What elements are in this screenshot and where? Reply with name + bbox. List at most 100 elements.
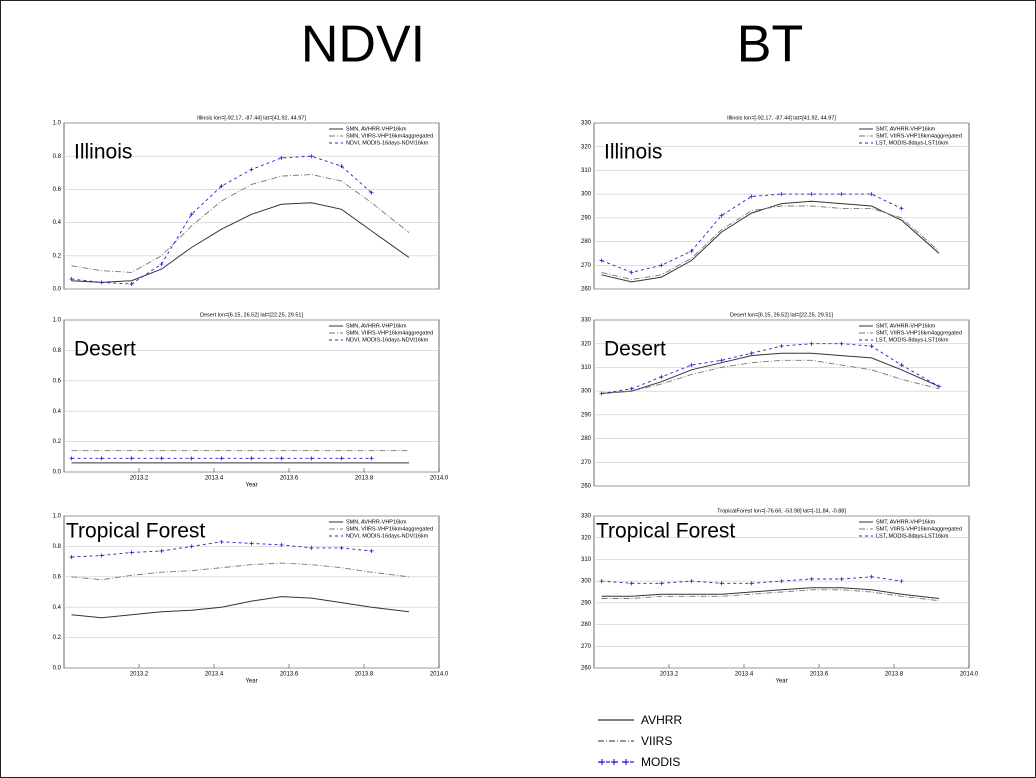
y-tick-label: 300 (581, 192, 592, 198)
plot-area (63, 319, 440, 473)
point-marker (129, 550, 134, 555)
point-marker (279, 155, 284, 160)
legend-marker (611, 759, 617, 765)
point-marker (659, 374, 664, 379)
point-marker (129, 456, 134, 461)
y-tick-label: 0.4 (53, 220, 62, 226)
point-marker (159, 548, 164, 553)
series-line (601, 589, 940, 602)
y-tick-label: 290 (581, 600, 592, 606)
x-axis-label: Year (775, 679, 787, 685)
x-tick-label: 2013.8 (355, 672, 374, 678)
point-marker (599, 579, 604, 584)
point-marker (899, 579, 904, 584)
y-tick-label: 320 (581, 535, 592, 541)
y-tick-label: 0.6 (53, 574, 62, 580)
y-tick-label: 0.6 (53, 187, 62, 193)
point-marker (629, 270, 634, 275)
point-marker (869, 344, 874, 349)
point-marker (249, 167, 254, 172)
heading: BT (737, 16, 803, 74)
point-marker (99, 553, 104, 558)
point-marker (339, 456, 344, 461)
y-tick-label: 280 (581, 239, 592, 245)
y-tick-label: 260 (581, 484, 592, 490)
legend-label: SMN, AVHRR-VHP16km (346, 519, 407, 525)
legend-label: LST, MODIS-8days-LST16km (876, 140, 949, 146)
x-tick-label: 2013.6 (810, 672, 829, 678)
legend-label: LST, MODIS-8days-LST16km (876, 337, 949, 343)
legend-label: SMT, AVHRR-VHP16km (876, 519, 936, 525)
y-tick-label: 320 (581, 144, 592, 150)
point-marker (659, 263, 664, 268)
x-axis-label: Year (245, 483, 257, 489)
legend-label: SMT, VIIRS-VHP16km4aggregated (876, 330, 962, 336)
point-marker (899, 206, 904, 211)
point-marker (719, 581, 724, 586)
x-tick-label: 2013.4 (735, 672, 754, 678)
plot-area (63, 515, 440, 669)
point-marker (129, 282, 134, 287)
point-marker (839, 192, 844, 197)
legend-label: SMT, VIIRS-VHP16km4aggregated (876, 526, 962, 532)
legend-label: SMN, AVHRR-VHP16km (346, 323, 407, 329)
x-tick-label: 2013.2 (660, 672, 679, 678)
y-tick-label: 0.8 (53, 544, 62, 550)
point-marker (899, 363, 904, 368)
point-marker (309, 154, 314, 159)
point-marker (279, 542, 284, 547)
x-axis-label: Year (245, 679, 257, 685)
point-marker (839, 576, 844, 581)
point-marker (279, 456, 284, 461)
region-label: Desert (74, 338, 136, 361)
x-tick-label: 2013.6 (280, 672, 299, 678)
series-line (601, 205, 940, 280)
series-line (71, 155, 372, 285)
chart-title: Illinois lon=[-92.17, -87.44] lat=[41.92… (197, 115, 306, 121)
point-marker (809, 341, 814, 346)
y-tick-label: 300 (581, 579, 592, 585)
x-tick-label: 2013.8 (885, 672, 904, 678)
point-marker (719, 358, 724, 363)
point-marker (249, 541, 254, 546)
y-tick-label: 260 (581, 666, 592, 672)
y-tick-label: 290 (581, 412, 592, 418)
y-tick-label: 270 (581, 644, 592, 650)
point-marker (749, 581, 754, 586)
region-label: Desert (604, 338, 666, 361)
y-tick-label: 0.2 (53, 253, 62, 259)
series-line (71, 596, 410, 619)
legend-label: SMN, VIIRS-VHP16km4aggregated (346, 330, 433, 336)
point-marker (309, 545, 314, 550)
x-tick-label: 2013.8 (355, 476, 374, 482)
point-marker (189, 456, 194, 461)
point-marker (189, 212, 194, 217)
legend-label: NDVI, MODIS-16days-NDVI16km (346, 140, 429, 146)
chart-title: TropicalForest lon=[-76.66, -53.98] lat=… (717, 508, 846, 514)
point-marker (839, 341, 844, 346)
point-marker (749, 351, 754, 356)
y-tick-label: 0.8 (53, 348, 62, 354)
y-tick-label: 260 (581, 287, 592, 293)
heading: NDVI (301, 16, 425, 74)
y-tick-label: 0.6 (53, 378, 62, 384)
point-marker (369, 456, 374, 461)
point-marker (99, 456, 104, 461)
y-tick-label: 280 (581, 436, 592, 442)
x-tick-label: 2014.0 (430, 476, 449, 482)
legend-label: VIIRS (641, 734, 672, 748)
series-line (601, 343, 940, 394)
legend-label: NDVI, MODIS-16days-NDVI16km (346, 337, 429, 343)
y-tick-label: 0.2 (53, 635, 62, 641)
x-tick-label: 2013.2 (130, 476, 149, 482)
point-marker (869, 574, 874, 579)
point-marker (689, 363, 694, 368)
y-tick-label: 1.0 (53, 318, 62, 324)
point-marker (69, 456, 74, 461)
x-tick-label: 2013.6 (280, 476, 299, 482)
legend-marker (599, 759, 605, 765)
point-marker (99, 280, 104, 285)
series-line (601, 193, 902, 273)
point-marker (809, 192, 814, 197)
point-marker (159, 262, 164, 267)
